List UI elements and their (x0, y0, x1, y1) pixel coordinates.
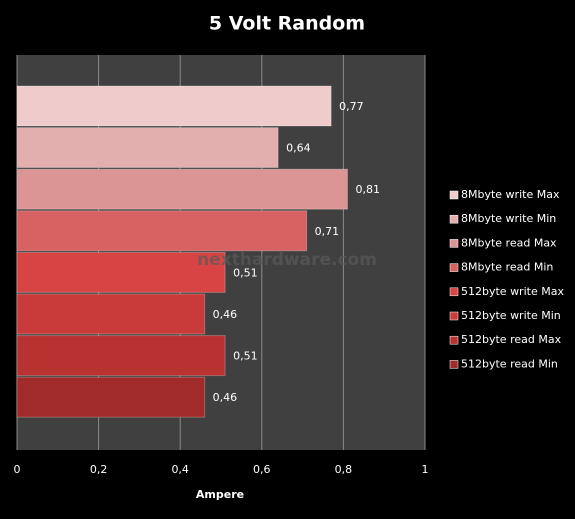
legend-label: 8Mbyte write Min (461, 212, 556, 225)
legend-swatch (449, 239, 459, 248)
legend-label: 512byte read Min (461, 357, 558, 370)
x-tick-label: 0 (14, 463, 21, 476)
value-label: 0,81 (355, 183, 380, 196)
bar (16, 210, 308, 252)
legend-swatch (449, 263, 459, 272)
legend-swatch (449, 287, 459, 297)
bar (16, 251, 226, 293)
value-label: 0,51 (233, 350, 258, 363)
value-label: 0,46 (213, 391, 238, 404)
bar (16, 168, 348, 210)
value-label: 0,51 (233, 266, 258, 279)
watermark: nexthardware.com (197, 250, 377, 270)
x-tick-label: 0,2 (90, 463, 108, 476)
bar (16, 376, 206, 418)
legend-swatch (449, 335, 459, 345)
value-label: 0,77 (339, 100, 364, 113)
x-tick-label: 1 (422, 463, 429, 476)
chart-title: 5 Volt Random (209, 13, 365, 35)
bar (16, 85, 332, 127)
value-label: 0,46 (213, 308, 238, 321)
legend-label: 8Mbyte write Max (461, 188, 560, 201)
legend-label: 8Mbyte read Min (461, 261, 553, 274)
legend-swatch (449, 360, 459, 369)
bar (16, 335, 226, 377)
x-tick-label: 0,6 (253, 463, 271, 476)
value-label: 0,64 (286, 142, 311, 155)
x-axis-title: Ampere (196, 488, 244, 501)
value-label: 0,71 (315, 225, 340, 238)
x-tick-label: 0,4 (171, 463, 189, 476)
bar (16, 293, 206, 335)
x-tick-label: 0,8 (335, 463, 353, 476)
legend-label: 8Mbyte read Max (461, 236, 557, 249)
legend-swatch (449, 311, 459, 321)
legend-label: 512byte read Max (461, 333, 562, 346)
bar (16, 127, 279, 169)
legend-swatch (449, 190, 459, 200)
legend-swatch (449, 214, 459, 224)
legend-label: 512byte write Min (461, 309, 561, 322)
legend-label: 512byte write Max (461, 285, 564, 298)
